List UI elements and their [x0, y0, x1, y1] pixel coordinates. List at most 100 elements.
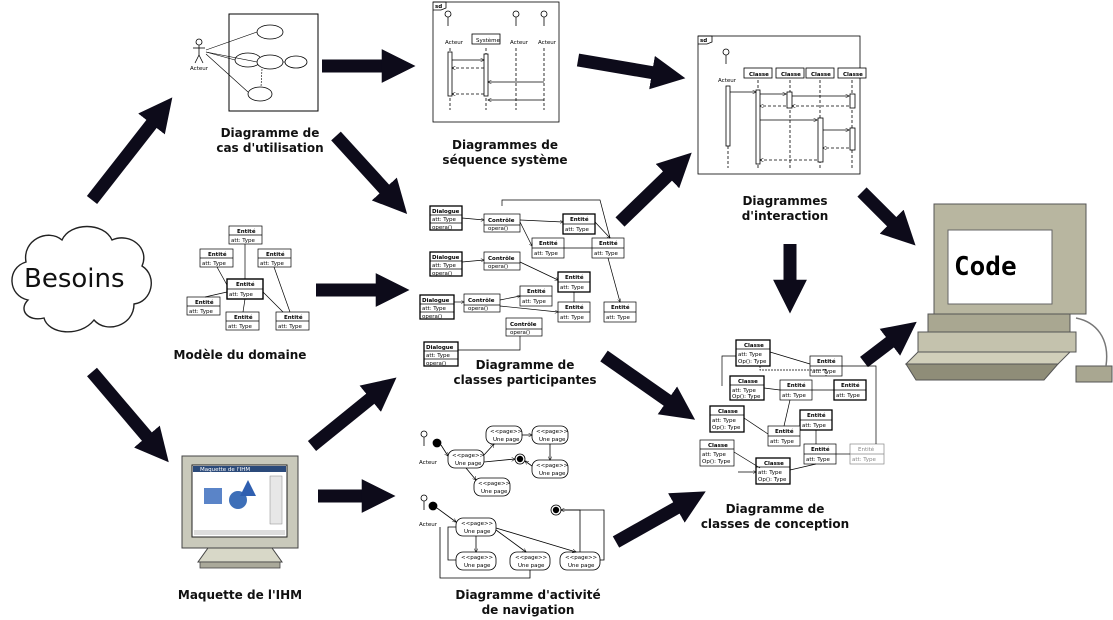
svg-text:Une page: Une page	[568, 563, 595, 569]
svg-text:Classe: Classe	[764, 461, 784, 467]
caption-domain-model: Modèle du domaine	[173, 348, 307, 362]
svg-text:Une page: Une page	[455, 461, 482, 467]
svg-text:Acteur: Acteur	[718, 78, 737, 84]
svg-text:<<page>>: <<page>>	[515, 555, 548, 561]
svg-text:Classe: Classe	[843, 72, 863, 78]
svg-text:att: Type: att: Type	[534, 251, 559, 257]
caption-design-classes: Diagramme de classes de conception	[700, 502, 850, 531]
svg-text:att: Type: att: Type	[812, 369, 837, 375]
arrow-classes-to-design	[600, 350, 696, 420]
svg-text:<<page>>: <<page>>	[478, 481, 511, 487]
svg-text:opera(): opera()	[432, 271, 452, 277]
navigation-activity-diagram: Acteur Acteur <<page>> Une page <<page>>…	[419, 425, 605, 579]
arrow-ihm-to-classes	[307, 377, 397, 452]
svg-text:Entité: Entité	[817, 358, 836, 365]
svg-text:att: Type: att: Type	[432, 217, 457, 223]
svg-text:Contrôle: Contrôle	[468, 297, 495, 304]
svg-text:Entité: Entité	[775, 428, 794, 435]
svg-text:Classe: Classe	[811, 72, 831, 78]
svg-text:Entité: Entité	[570, 216, 589, 223]
svg-text:Entité: Entité	[236, 281, 255, 288]
arrow-besoins-to-usecase	[86, 97, 173, 205]
flow-arrows	[86, 49, 917, 548]
svg-text:att: Type: att: Type	[806, 457, 831, 463]
svg-text:Entité: Entité	[565, 274, 584, 281]
svg-text:Entité: Entité	[565, 304, 584, 311]
caption-participating-classes: Diagramme de classes participantes	[453, 358, 597, 387]
caption-interaction: Diagrammes d'interaction	[741, 194, 829, 223]
use-case-diagram: Acteur	[190, 13, 319, 112]
svg-text:att: Type: att: Type	[565, 227, 590, 233]
svg-text:opera(): opera()	[468, 306, 488, 312]
caption-system-sequence: Diagrammes de séquence système	[442, 138, 568, 167]
svg-text:opera(): opera()	[426, 361, 446, 367]
svg-text:att: Type: att: Type	[594, 251, 619, 257]
svg-text:Une page: Une page	[464, 563, 491, 569]
svg-text:Une page: Une page	[464, 529, 491, 535]
svg-text:opera(): opera()	[432, 225, 452, 231]
actor-figure	[193, 38, 205, 64]
svg-text:Entité: Entité	[237, 228, 256, 235]
caption-navigation: Diagramme d'activité de navigation	[455, 588, 601, 617]
svg-text:att: Type: att: Type	[782, 393, 807, 399]
svg-text:att: Type: att: Type	[522, 299, 547, 305]
svg-text:Dialogue: Dialogue	[432, 209, 460, 215]
svg-text:opera(): opera()	[488, 226, 508, 232]
svg-text:Entité: Entité	[807, 412, 826, 419]
svg-text:Acteur: Acteur	[445, 40, 464, 46]
svg-text:att: Type: att: Type	[432, 263, 457, 269]
svg-text:Op(): Type: Op(): Type	[732, 394, 761, 400]
svg-text:Entité: Entité	[195, 299, 214, 306]
code-label: Code	[954, 252, 1017, 282]
svg-text:opera(): opera()	[422, 314, 442, 320]
svg-text:Acteur: Acteur	[510, 40, 529, 46]
svg-text:Acteur: Acteur	[419, 522, 438, 528]
svg-text:Entité: Entité	[266, 251, 285, 258]
svg-text:Entité: Entité	[599, 240, 618, 247]
svg-text:Dialogue: Dialogue	[426, 345, 454, 351]
svg-text:att: Type: att: Type	[231, 238, 256, 244]
svg-text:att: Type: att: Type	[228, 324, 253, 330]
svg-text:att: Type: att: Type	[712, 418, 737, 424]
svg-text:att: Type: att: Type	[852, 457, 877, 463]
svg-text:<<page>>: <<page>>	[452, 453, 485, 459]
svg-text:opera(): opera()	[488, 264, 508, 270]
svg-text:<<page>>: <<page>>	[536, 463, 569, 469]
svg-text:att: Type: att: Type	[606, 315, 631, 321]
svg-text:Entité: Entité	[858, 446, 875, 453]
svg-text:Dialogue: Dialogue	[432, 255, 460, 261]
design-classes-diagram: Classe att: Type Op(): Type Classe att: …	[699, 339, 885, 485]
svg-text:att: Type: att: Type	[260, 261, 285, 267]
svg-text:att: Type: att: Type	[229, 292, 254, 298]
arrow-classes-to-interaction	[615, 152, 692, 227]
svg-text:Une page: Une page	[518, 563, 545, 569]
svg-text:att: Type: att: Type	[560, 315, 585, 321]
svg-text:Entité: Entité	[208, 251, 227, 258]
svg-text:Contrôle: Contrôle	[488, 217, 515, 224]
svg-text:att: Type: att: Type	[702, 452, 727, 458]
svg-text:att: Type: att: Type	[802, 423, 827, 429]
svg-text:Acteur: Acteur	[538, 40, 557, 46]
svg-text:Contrôle: Contrôle	[510, 321, 537, 328]
svg-text:Classe: Classe	[744, 343, 764, 349]
svg-text:Maquette de l'IHM: Maquette de l'IHM	[200, 467, 250, 473]
besoins-cloud	[11, 225, 152, 333]
svg-text:att: Type: att: Type	[189, 309, 214, 315]
svg-text:att: Type: att: Type	[836, 393, 861, 399]
arrow-interaction-to-code	[857, 187, 916, 246]
svg-text:Une page: Une page	[539, 471, 566, 477]
svg-text:Entité: Entité	[611, 304, 630, 311]
svg-text:Op(): Type: Op(): Type	[738, 359, 767, 365]
svg-text:att: Type: att: Type	[202, 261, 227, 267]
svg-text:att: Type: att: Type	[738, 352, 763, 358]
arrow-usecase-to-classes	[331, 131, 408, 214]
svg-text:Système: Système	[476, 37, 501, 44]
svg-text:sd: sd	[435, 4, 442, 10]
domain-model-diagram: Entité att: Type Entité att: Type Entité…	[186, 225, 310, 331]
svg-text:att: Type: att: Type	[770, 439, 795, 445]
svg-text:Op(): Type: Op(): Type	[758, 477, 787, 483]
svg-text:Op(): Type: Op(): Type	[712, 425, 741, 431]
svg-text:Classe: Classe	[738, 379, 758, 385]
svg-text:Entité: Entité	[811, 446, 830, 453]
svg-text:Classe: Classe	[718, 409, 738, 415]
